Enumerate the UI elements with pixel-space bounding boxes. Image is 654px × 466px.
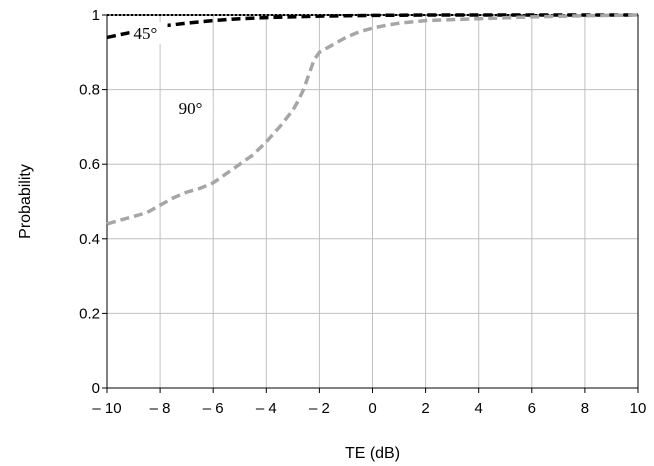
annotation-label: 45°: [134, 24, 158, 43]
y-tick-label: 0.8: [79, 82, 100, 99]
x-tick-label: 10: [630, 400, 647, 417]
y-tick-label: 0.4: [79, 231, 100, 248]
x-tick-label: 8: [581, 400, 589, 417]
x-tick-label: 4: [475, 400, 483, 417]
x-tick-label: – 10: [92, 400, 121, 417]
annotations: 45° 90°: [129, 22, 213, 119]
x-axis-title: TE (dB): [345, 445, 400, 462]
x-tick-label: – 2: [309, 400, 330, 417]
annotation-label: 90°: [179, 99, 203, 118]
x-tick-label: – 4: [256, 400, 277, 417]
x-tick-label: – 8: [150, 400, 171, 417]
grid: [107, 15, 638, 388]
y-tick-label: 0.6: [79, 156, 100, 173]
series-line-1: [106, 13, 638, 40]
series-line-2: [106, 13, 639, 226]
x-tick-label: 0: [368, 400, 376, 417]
y-axis-title: Probability: [17, 164, 34, 239]
series-layer: [106, 13, 639, 226]
y-tick-label: 1: [92, 7, 100, 24]
x-axis-ticks: – 10 – 8 – 6 – 4 – 2 0 2 4 6 8 10: [92, 388, 646, 417]
annotation-bg: [129, 22, 168, 45]
x-tick-label: 2: [421, 400, 429, 417]
y-tick-label: 0.2: [79, 305, 100, 322]
y-tick-label: 0: [92, 380, 100, 397]
x-tick-label: – 6: [203, 400, 224, 417]
annotation-bg: [174, 96, 213, 119]
y-axis-ticks: 0 0.2 0.4 0.6 0.8 1: [79, 7, 107, 397]
x-tick-label: 6: [528, 400, 536, 417]
